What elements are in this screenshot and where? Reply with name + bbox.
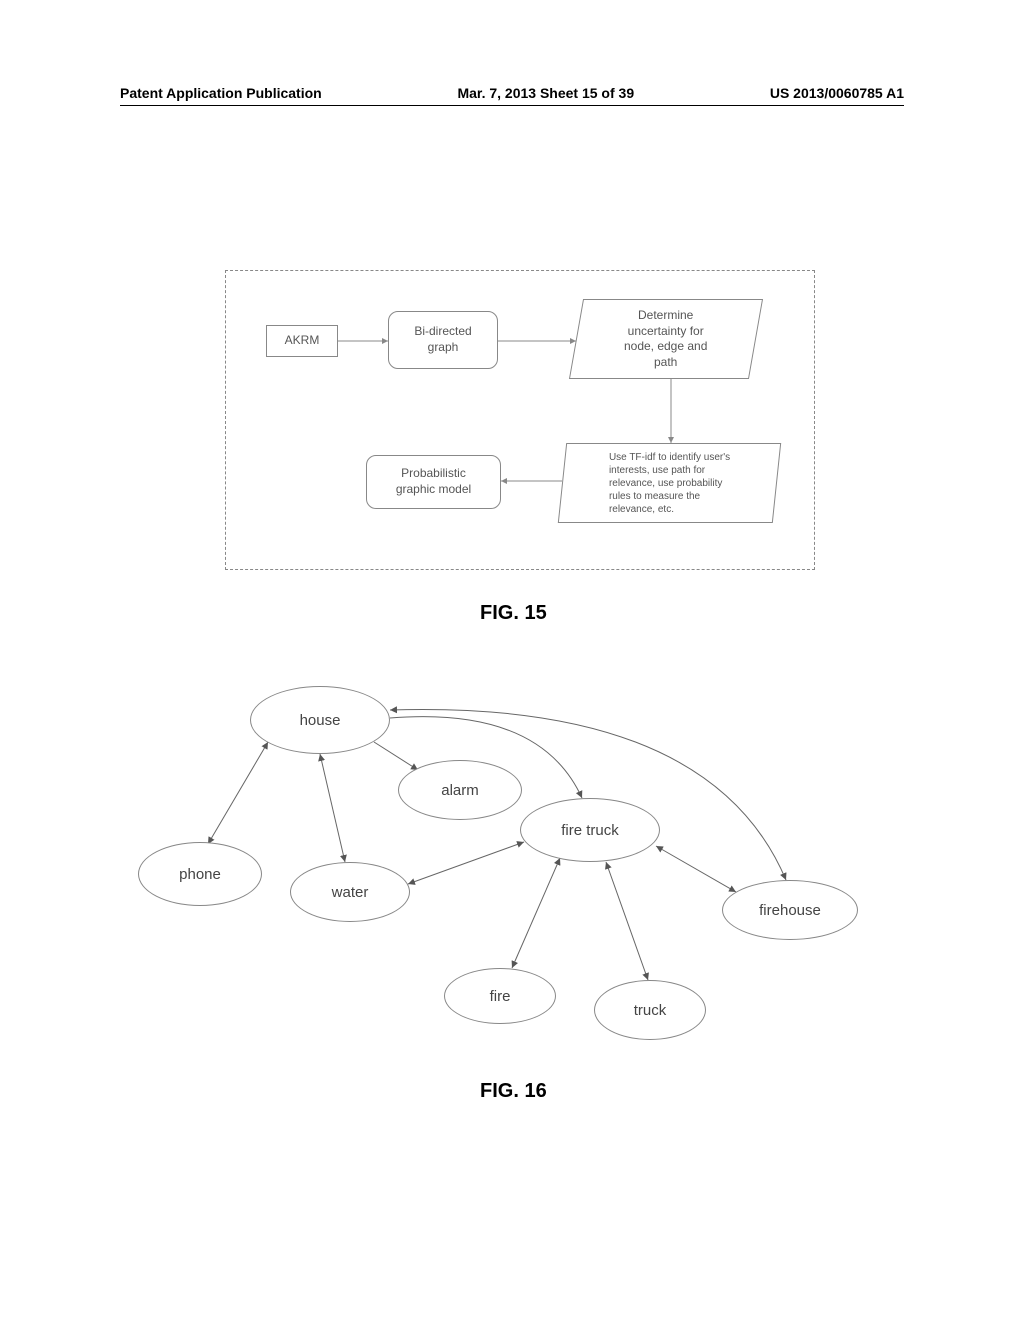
fig15-label: FIG. 15 [480,602,547,625]
header-center: Mar. 7, 2013 Sheet 15 of 39 [457,85,634,101]
page-header: Patent Application Publication Mar. 7, 2… [0,85,1024,101]
fig16-node-house: house [250,686,390,754]
fig15-node-label: Bi-directed graph [414,324,471,355]
fig16-node-label: truck [634,1002,667,1019]
fig16-node-firetruck: fire truck [520,798,660,862]
fig15-node-uncert: Determine uncertainty for node, edge and… [569,299,763,379]
fig16-node-phone: phone [138,842,262,906]
fig16-node-firehouse: firehouse [722,880,858,940]
fig15-node-label: AKRM [285,333,320,349]
fig16-node-label: house [300,712,341,729]
fig16-node-label: alarm [441,782,479,799]
fig16-node-fire: fire [444,968,556,1024]
fig16-node-truck: truck [594,980,706,1040]
header-divider [120,105,904,106]
fig16-node-water: water [290,862,410,922]
header-right: US 2013/0060785 A1 [770,85,904,101]
fig15-node-prob: Probabilistic graphic model [366,455,501,509]
fig15-node-akrm: AKRM [266,325,338,357]
fig16-node-alarm: alarm [398,760,522,820]
fig15-node-label: Probabilistic graphic model [396,466,471,497]
fig16-node-label: firehouse [759,902,821,919]
fig16-node-label: fire [490,988,511,1005]
fig16-node-label: water [332,884,369,901]
fig15-node-label: Determine uncertainty for node, edge and… [624,308,707,370]
fig16-node-label: fire truck [561,822,619,839]
fig15-container: AKRM Bi-directed graph Determine uncertain… [225,270,815,570]
fig15-node-label: Use TF-idf to identify user's interests,… [609,451,730,516]
fig15-node-tfidf: Use TF-idf to identify user's interests,… [558,443,781,523]
fig15-node-bidir: Bi-directed graph [388,311,498,369]
fig16-label: FIG. 16 [480,1080,547,1103]
header-left: Patent Application Publication [120,85,322,101]
fig16-node-label: phone [179,866,221,883]
